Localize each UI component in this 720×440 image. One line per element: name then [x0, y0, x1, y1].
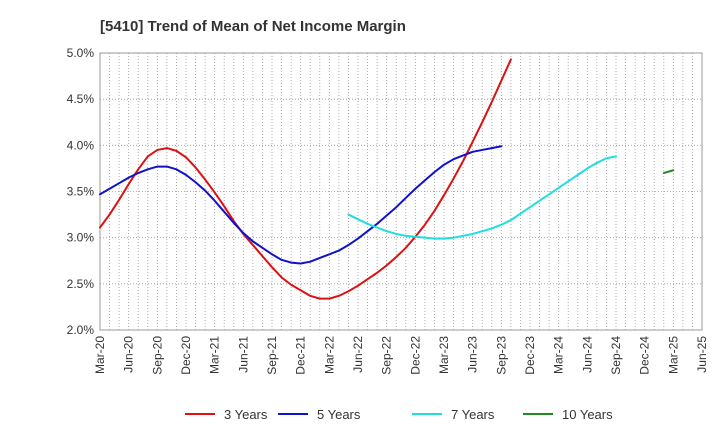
x-tick-label: Jun-21	[236, 336, 250, 373]
grid-lines	[100, 53, 702, 330]
y-tick-label: 2.0%	[67, 323, 95, 337]
y-tick-label: 3.5%	[67, 185, 95, 199]
x-tick-label: Sep-23	[494, 336, 508, 375]
x-tick-label: Mar-24	[552, 336, 566, 374]
y-tick-label: 4.5%	[67, 92, 95, 106]
series-line-5-years	[99, 145, 503, 265]
x-tick-label: Mar-22	[322, 336, 336, 374]
x-tick-label: Dec-21	[294, 336, 308, 375]
chart-title: [5410] Trend of Mean of Net Income Margi…	[100, 18, 406, 35]
x-tick-label: Sep-22	[380, 336, 394, 375]
series-layer	[99, 58, 675, 300]
x-tick-label: Dec-20	[179, 336, 193, 375]
legend-label: 10 Years	[562, 407, 613, 422]
x-tick-label: Jun-24	[580, 336, 594, 373]
x-tick-label: Dec-23	[523, 336, 537, 375]
y-tick-label: 3.0%	[67, 231, 95, 245]
legend: 3 Years 5 Years 7 Years 10 Years	[185, 407, 613, 422]
x-tick-label: Jun-20	[122, 336, 136, 373]
series-line-7-years	[347, 155, 617, 240]
legend-label: 5 Years	[317, 407, 361, 422]
x-tick-label: Mar-21	[208, 336, 222, 374]
x-tick-label: Mar-25	[666, 336, 680, 374]
x-tick-label: Dec-22	[408, 336, 422, 375]
x-tick-label: Sep-21	[265, 336, 279, 375]
legend-label: 3 Years	[224, 407, 268, 422]
series-line-3-years	[99, 58, 512, 300]
x-tick-label: Dec-24	[638, 336, 652, 375]
x-tick-label: Mar-23	[437, 336, 451, 374]
x-tick-label: Sep-20	[150, 336, 164, 375]
series-line-10-years	[662, 169, 675, 175]
x-tick-label: Mar-20	[93, 336, 107, 374]
x-tick-label: Jun-25	[695, 336, 709, 373]
y-tick-label: 5.0%	[67, 46, 95, 60]
legend-label: 7 Years	[451, 407, 495, 422]
x-tick-label: Jun-23	[466, 336, 480, 373]
x-axis: Mar-20 Jun-20 Sep-20 Dec-20 Mar-21 Jun-21 Sep-…	[93, 336, 709, 375]
y-axis: 2.0% 2.5% 3.0% 3.5% 4.0% 4.5% 5.0%	[67, 46, 95, 337]
x-tick-label: Jun-22	[351, 336, 365, 373]
y-tick-label: 2.5%	[67, 277, 95, 291]
y-tick-label: 4.0%	[67, 138, 95, 152]
x-tick-label: Sep-24	[609, 336, 623, 375]
